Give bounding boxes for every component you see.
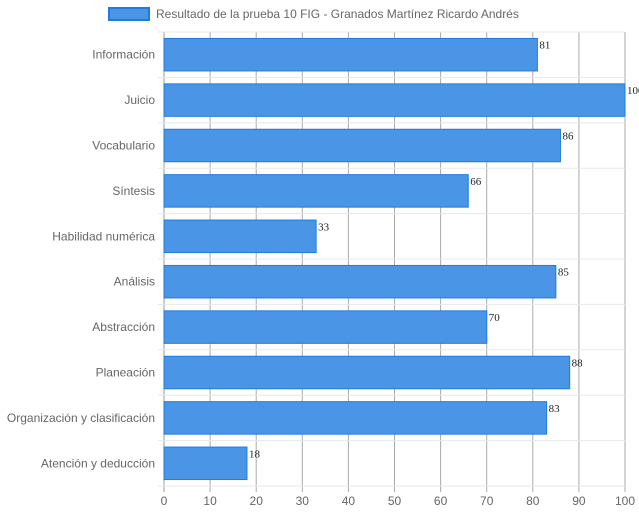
chart-legend[interactable]: Resultado de la prueba 10 FIG - Granados… bbox=[108, 7, 519, 21]
bar-2[interactable] bbox=[163, 128, 561, 163]
bar-1[interactable] bbox=[163, 83, 626, 117]
category-label-4: Habilidad numérica bbox=[52, 229, 155, 243]
category-axis-labels: Información Juicio Vocabulario Síntesis Habi… bbox=[7, 48, 155, 471]
category-label-6: Abstracción bbox=[92, 320, 155, 334]
bar-7[interactable] bbox=[163, 355, 571, 390]
data-label-9: 18 bbox=[249, 448, 260, 460]
legend-label: Resultado de la prueba 10 FIG - Granados… bbox=[156, 7, 519, 21]
data-label-7: 88 bbox=[572, 358, 584, 370]
value-axis-ticks: 0 10 20 30 40 50 60 70 80 90 100 bbox=[161, 494, 636, 508]
category-label-0: Información bbox=[92, 48, 155, 62]
category-label-3: Síntesis bbox=[112, 184, 155, 198]
tick-label-40: 40 bbox=[342, 494, 356, 508]
bars bbox=[163, 37, 626, 481]
tick-label-10: 10 bbox=[203, 494, 217, 508]
data-label-6: 70 bbox=[489, 312, 501, 324]
data-label-4: 33 bbox=[318, 221, 330, 233]
category-label-1: Juicio bbox=[124, 93, 155, 107]
tick-label-80: 80 bbox=[526, 494, 540, 508]
category-label-5: Análisis bbox=[114, 275, 155, 289]
bar-0[interactable] bbox=[163, 37, 538, 72]
bar-5[interactable] bbox=[163, 264, 557, 299]
data-label-1: 100 bbox=[627, 85, 639, 97]
tick-label-0: 0 bbox=[161, 494, 168, 508]
tick-label-50: 50 bbox=[388, 494, 402, 508]
tick-label-20: 20 bbox=[250, 494, 264, 508]
category-label-8: Organización y clasificación bbox=[7, 411, 155, 425]
bar-6[interactable] bbox=[163, 310, 488, 344]
bar-4[interactable] bbox=[163, 219, 317, 254]
tick-label-70: 70 bbox=[480, 494, 494, 508]
data-labels: 81 100 86 66 33 85 70 88 83 18 bbox=[249, 40, 639, 461]
data-label-3: 66 bbox=[470, 176, 482, 188]
bar-9[interactable] bbox=[163, 446, 248, 481]
tick-label-90: 90 bbox=[572, 494, 586, 508]
category-label-2: Vocabulario bbox=[92, 139, 155, 153]
tick-label-100: 100 bbox=[615, 494, 635, 508]
category-label-7: Planeación bbox=[96, 366, 155, 380]
data-label-0: 81 bbox=[539, 40, 550, 52]
bar-3[interactable] bbox=[163, 174, 469, 208]
category-label-9: Atención y deducción bbox=[41, 456, 155, 470]
tick-label-30: 30 bbox=[296, 494, 310, 508]
category-gridlines bbox=[158, 31, 625, 487]
data-label-2: 86 bbox=[562, 131, 574, 143]
tick-label-60: 60 bbox=[434, 494, 448, 508]
legend-swatch bbox=[108, 7, 150, 21]
bar-8[interactable] bbox=[163, 401, 548, 435]
data-label-5: 85 bbox=[558, 267, 570, 279]
data-label-8: 83 bbox=[549, 403, 561, 415]
